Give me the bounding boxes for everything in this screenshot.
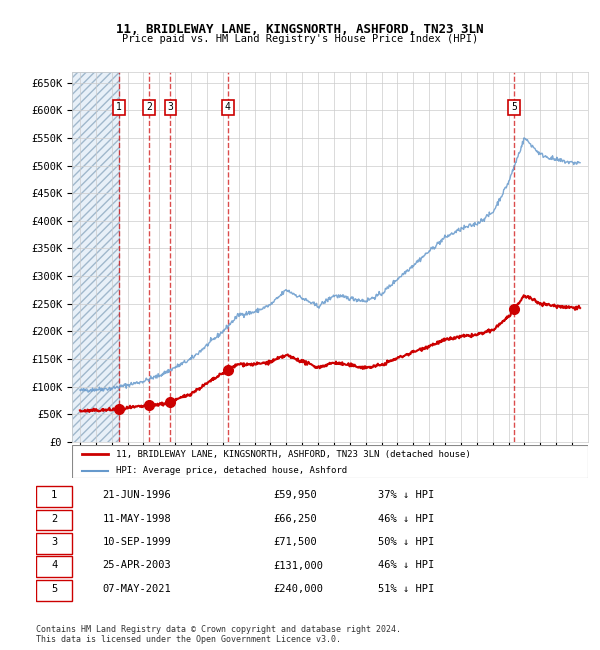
Bar: [72, 72, 119, 442]
Text: 46% ↓ HPI: 46% ↓ HPI: [378, 514, 434, 524]
Text: 11, BRIDLEWAY LANE, KINGSNORTH, ASHFORD, TN23 3LN: 11, BRIDLEWAY LANE, KINGSNORTH, ASHFORD,…: [116, 23, 484, 36]
Text: This data is licensed under the Open Government Licence v3.0.: This data is licensed under the Open Gov…: [36, 634, 341, 644]
Text: 37% ↓ HPI: 37% ↓ HPI: [378, 490, 434, 501]
Text: Price paid vs. HM Land Registry's House Price Index (HPI): Price paid vs. HM Land Registry's House …: [122, 34, 478, 44]
Text: 5: 5: [51, 584, 58, 594]
Text: 51% ↓ HPI: 51% ↓ HPI: [378, 584, 434, 594]
Text: £240,000: £240,000: [274, 584, 323, 594]
Text: £66,250: £66,250: [274, 514, 317, 524]
Text: 07-MAY-2021: 07-MAY-2021: [102, 584, 171, 594]
Text: HPI: Average price, detached house, Ashford: HPI: Average price, detached house, Ashf…: [116, 466, 347, 475]
Text: 46% ↓ HPI: 46% ↓ HPI: [378, 560, 434, 571]
Text: 11, BRIDLEWAY LANE, KINGSNORTH, ASHFORD, TN23 3LN (detached house): 11, BRIDLEWAY LANE, KINGSNORTH, ASHFORD,…: [116, 450, 470, 459]
FancyBboxPatch shape: [36, 556, 72, 577]
FancyBboxPatch shape: [72, 445, 588, 478]
Text: 1: 1: [116, 103, 122, 112]
Text: 3: 3: [167, 103, 173, 112]
Text: £59,950: £59,950: [274, 490, 317, 501]
Text: 4: 4: [225, 103, 231, 112]
Bar: [72, 72, 119, 442]
FancyBboxPatch shape: [36, 533, 72, 554]
FancyBboxPatch shape: [36, 510, 72, 530]
Text: Contains HM Land Registry data © Crown copyright and database right 2024.: Contains HM Land Registry data © Crown c…: [36, 625, 401, 634]
Text: 21-JUN-1996: 21-JUN-1996: [102, 490, 171, 501]
Text: 10-SEP-1999: 10-SEP-1999: [102, 537, 171, 547]
Text: 11-MAY-1998: 11-MAY-1998: [102, 514, 171, 524]
Text: £131,000: £131,000: [274, 560, 323, 571]
Text: 4: 4: [51, 560, 58, 571]
FancyBboxPatch shape: [36, 580, 72, 601]
Text: 50% ↓ HPI: 50% ↓ HPI: [378, 537, 434, 547]
FancyBboxPatch shape: [36, 486, 72, 507]
Text: 3: 3: [51, 537, 58, 547]
Text: 1: 1: [51, 490, 58, 501]
Text: 2: 2: [51, 514, 58, 524]
Text: £71,500: £71,500: [274, 537, 317, 547]
Text: 2: 2: [146, 103, 152, 112]
Text: 5: 5: [511, 103, 517, 112]
Text: 25-APR-2003: 25-APR-2003: [102, 560, 171, 571]
